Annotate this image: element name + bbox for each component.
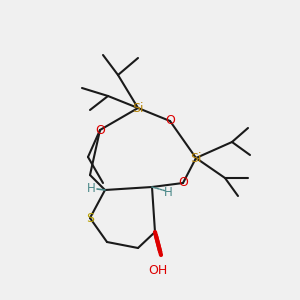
Text: H: H — [164, 185, 172, 199]
Text: OH: OH — [148, 263, 168, 277]
Text: O: O — [165, 115, 175, 128]
Text: H: H — [87, 182, 95, 194]
Text: Si: Si — [132, 101, 144, 115]
Text: S: S — [86, 212, 94, 224]
Text: Si: Si — [190, 152, 202, 164]
Text: O: O — [95, 124, 105, 136]
Text: O: O — [178, 176, 188, 190]
